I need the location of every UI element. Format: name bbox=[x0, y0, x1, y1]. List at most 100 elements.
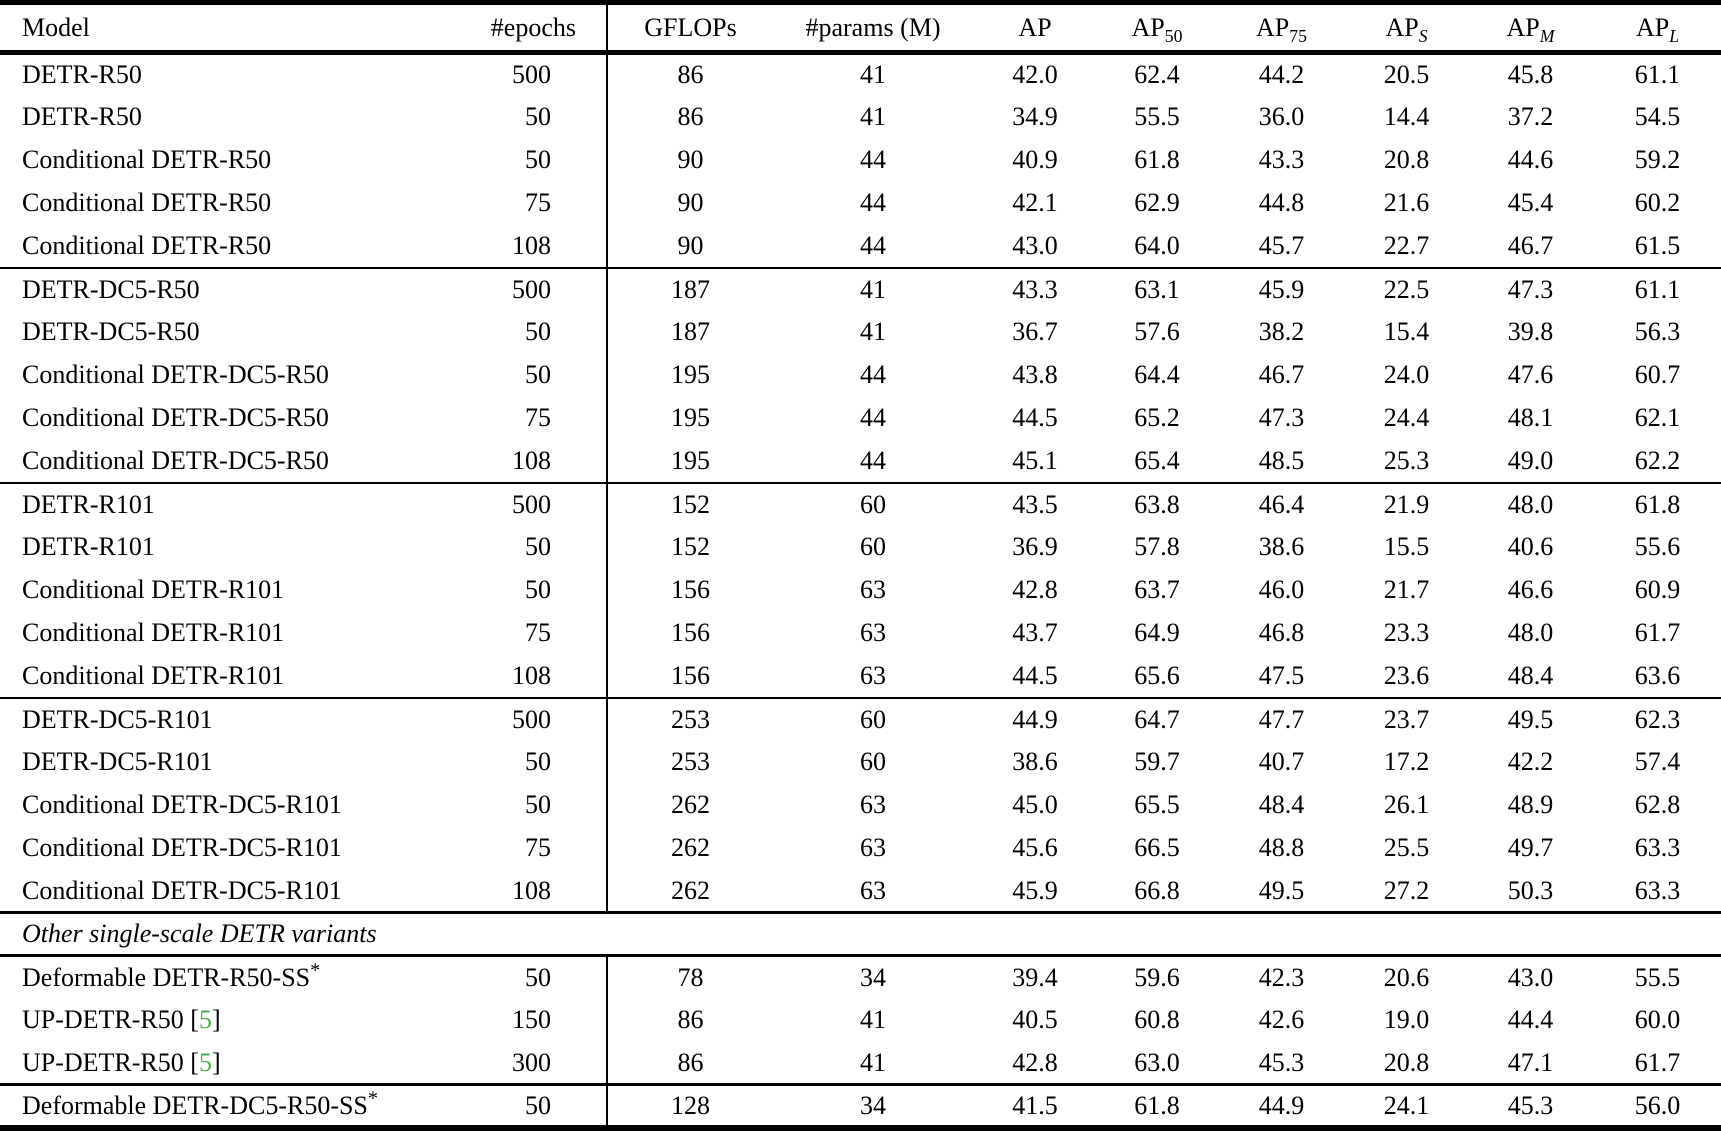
cell-ap: 44.9 bbox=[1012, 704, 1058, 734]
table-row: Deformable DETR-DC5-R50-SS* 50 128 34 41.5 61… bbox=[0, 1084, 1721, 1128]
cell-params: 41 bbox=[860, 1047, 886, 1077]
cell-epochs: 50 bbox=[380, 783, 608, 827]
section-title: Other single-scale DETR variants bbox=[22, 919, 377, 949]
cell-aps: 25.3 bbox=[1383, 445, 1430, 475]
cell-gflops: 262 bbox=[671, 833, 710, 863]
cell-aps: 22.5 bbox=[1383, 274, 1430, 304]
cell-ap75: 38.6 bbox=[1258, 532, 1305, 562]
cell-ap: 42.8 bbox=[1012, 575, 1058, 605]
cell-aps: 23.7 bbox=[1383, 704, 1430, 734]
model-superscript: * bbox=[310, 959, 321, 982]
cell-params: 34 bbox=[860, 1090, 886, 1120]
cell-epochs: 75 bbox=[380, 611, 608, 655]
cell-ap: 44.5 bbox=[1012, 403, 1058, 433]
table-row: Conditional DETR-DC5-R50 50 195 44 43.8 64.4 4… bbox=[0, 353, 1721, 397]
cell-aps: 20.8 bbox=[1383, 1047, 1430, 1077]
cell-apl: 61.8 bbox=[1634, 489, 1681, 519]
citation-link[interactable]: 5 bbox=[198, 1005, 212, 1035]
table-row: Conditional DETR-DC5-R50 108 195 44 45.1 65.4… bbox=[0, 439, 1721, 483]
cell-apl: 59.2 bbox=[1634, 145, 1681, 175]
col-header-label: AP bbox=[1635, 12, 1670, 42]
cell-model: DETR-R50 bbox=[0, 96, 380, 139]
model-name: DETR-DC5-R101 bbox=[22, 747, 213, 777]
cell-ap50: 65.6 bbox=[1134, 660, 1180, 690]
model-name: UP-DETR-R50 bbox=[22, 1047, 184, 1077]
table-row: Conditional DETR-R50 75 90 44 42.1 62.9 44.8 21… bbox=[0, 181, 1721, 225]
cell-model: UP-DETR-R50 [5] bbox=[22, 1005, 221, 1035]
cell-model: Conditional DETR-DC5-R101 bbox=[0, 870, 380, 913]
cell-apm: 47.3 bbox=[1507, 274, 1554, 304]
section-title-row: Other single-scale DETR variants bbox=[0, 912, 1721, 956]
cell-apl: 62.2 bbox=[1634, 445, 1681, 475]
cell-aps: 26.1 bbox=[1383, 790, 1430, 820]
cell-gflops: 86 bbox=[677, 1047, 704, 1077]
cell-apl: 56.3 bbox=[1634, 317, 1681, 347]
cell-ap: 43.8 bbox=[1012, 360, 1058, 390]
table-header: Model #epochs GFLOPs #params (M) AP AP50 AP75 A… bbox=[0, 2, 1721, 53]
table-row: Conditional DETR-R101 108 156 63 44.5 65.6 47.… bbox=[0, 654, 1721, 698]
cell-params: 63 bbox=[860, 660, 886, 690]
cell-apm: 48.4 bbox=[1507, 660, 1554, 690]
cell-aps: 21.7 bbox=[1383, 575, 1430, 605]
model-name: Conditional DETR-R50 bbox=[22, 230, 272, 260]
col-header-params: #params (M) bbox=[773, 3, 973, 53]
cell-aps: 23.6 bbox=[1383, 660, 1430, 690]
cell-ap75: 46.4 bbox=[1258, 489, 1305, 519]
cell-ap75: 47.5 bbox=[1258, 660, 1305, 690]
model-name: Conditional DETR-R101 bbox=[22, 618, 285, 648]
cell-apm: 42.2 bbox=[1507, 747, 1554, 777]
cell-aps: 20.6 bbox=[1383, 963, 1430, 993]
cell-model: Conditional DETR-DC5-R50 bbox=[0, 354, 380, 397]
cell-apm: 47.1 bbox=[1507, 1047, 1554, 1077]
table-row: Conditional DETR-DC5-R101 50 262 63 45.0 65.5… bbox=[0, 783, 1721, 827]
table-row: DETR-DC5-R101 50 253 60 38.6 59.7 40.7 17.2 42.2… bbox=[0, 740, 1721, 784]
cell-model: DETR-DC5-R50 bbox=[0, 268, 380, 311]
cell-epochs: 108 bbox=[380, 224, 608, 268]
cell-apl: 56.0 bbox=[1634, 1090, 1681, 1120]
table-row: DETR-R101 500 152 60 43.5 63.8 46.4 21.9 48.0 61.… bbox=[0, 482, 1721, 526]
citation-link[interactable]: 5 bbox=[198, 1047, 212, 1077]
cell-epochs: 50 bbox=[380, 740, 608, 784]
model-name: UP-DETR-R50 bbox=[22, 1005, 184, 1035]
cell-ap50: 64.4 bbox=[1134, 360, 1180, 390]
cell-ap50: 66.8 bbox=[1134, 875, 1180, 905]
cell-ap: 43.3 bbox=[1012, 274, 1058, 304]
cell-ap50: 59.7 bbox=[1134, 747, 1180, 777]
cell-ap75: 49.5 bbox=[1258, 875, 1305, 905]
cell-ap50: 65.4 bbox=[1134, 445, 1180, 475]
cell-aps: 24.0 bbox=[1383, 360, 1430, 390]
cell-epochs: 75 bbox=[380, 396, 608, 440]
model-name: DETR-DC5-R101 bbox=[22, 704, 213, 734]
cell-params: 63 bbox=[860, 790, 886, 820]
cell-ap75: 46.7 bbox=[1258, 360, 1305, 390]
model-name: Conditional DETR-R101 bbox=[22, 575, 285, 605]
cell-model: Conditional DETR-DC5-R101 bbox=[0, 827, 380, 870]
cell-model: Conditional DETR-R101 bbox=[0, 569, 380, 612]
cell-model: Conditional DETR-DC5-R50 bbox=[0, 397, 380, 440]
cell-model: Conditional DETR-R101 bbox=[0, 655, 380, 698]
col-header-label: AP bbox=[1506, 12, 1540, 42]
cell-params: 41 bbox=[860, 317, 886, 347]
col-header-subscript: S bbox=[1418, 25, 1428, 46]
cell-apm: 46.7 bbox=[1507, 230, 1554, 260]
cell-ap75: 40.7 bbox=[1258, 747, 1305, 777]
cell-aps: 22.7 bbox=[1383, 230, 1430, 260]
cell-ap50: 64.0 bbox=[1134, 230, 1180, 260]
cell-aps: 21.9 bbox=[1383, 489, 1430, 519]
cell-epochs: 300 bbox=[380, 1041, 608, 1085]
cell-epochs: 50 bbox=[380, 955, 608, 999]
cell-ap75: 45.9 bbox=[1258, 274, 1305, 304]
cell-ap: 42.1 bbox=[1012, 188, 1058, 218]
cell-ap: 45.6 bbox=[1012, 833, 1058, 863]
cell-epochs: 50 bbox=[380, 310, 608, 354]
cell-aps: 20.8 bbox=[1383, 145, 1430, 175]
cell-params: 63 bbox=[860, 875, 886, 905]
cell-ap75: 48.8 bbox=[1258, 833, 1305, 863]
col-header-ap75: AP75 bbox=[1217, 3, 1346, 53]
cell-gflops: 86 bbox=[677, 60, 704, 90]
table-body: DETR-R50 500 86 41 42.0 62.4 44.2 20.5 45.8 61.1 D… bbox=[0, 52, 1721, 1128]
model-name: Conditional DETR-DC5-R50 bbox=[22, 403, 329, 433]
cell-model: Conditional DETR-R101 bbox=[0, 612, 380, 655]
cell-params: 60 bbox=[860, 489, 886, 519]
col-header-label: Model bbox=[22, 12, 90, 42]
